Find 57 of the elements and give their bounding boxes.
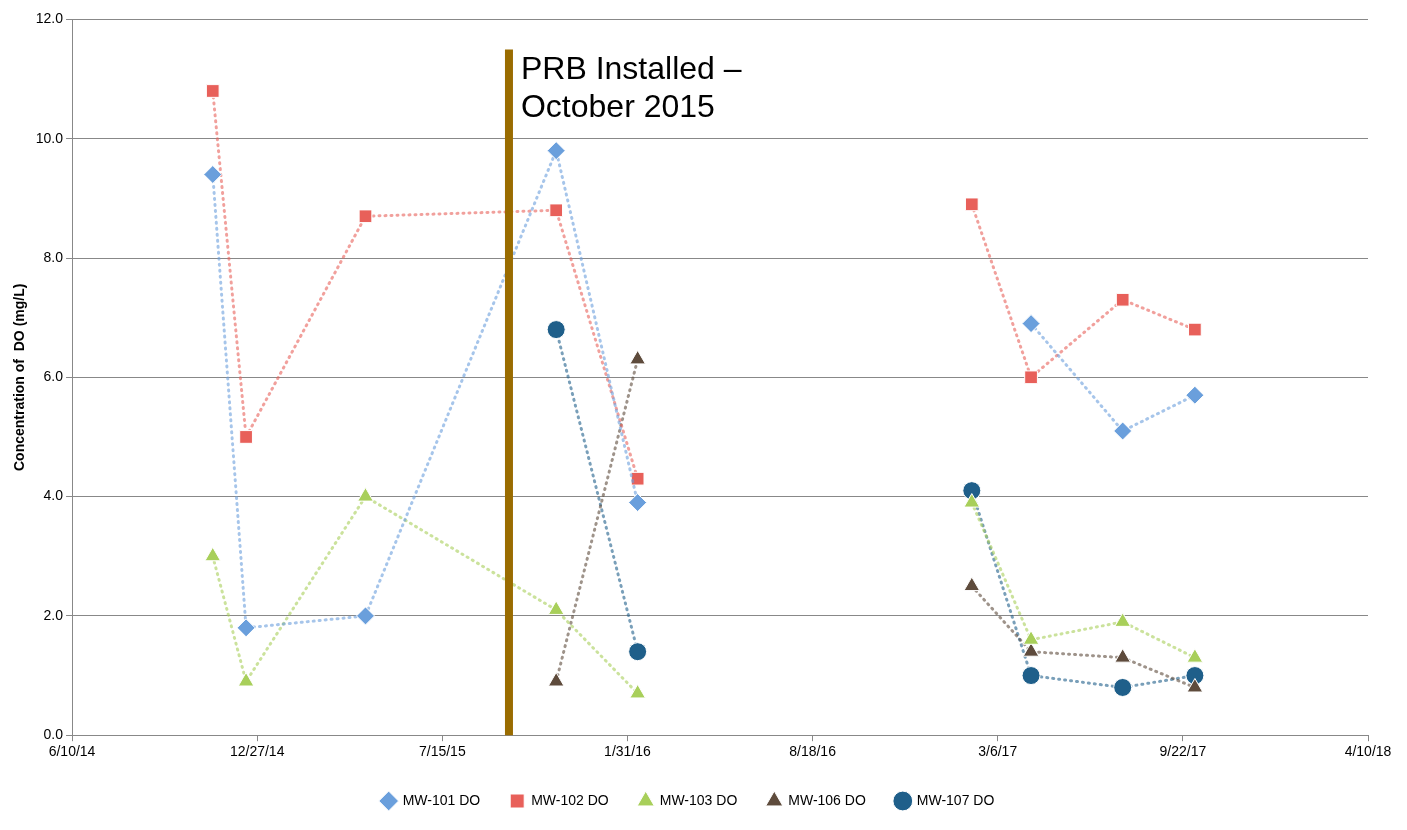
point [1114, 612, 1131, 627]
point [237, 672, 255, 687]
x-tick-label: 7/15/15 [418, 743, 466, 760]
legend-label: MW-106 DO [788, 791, 866, 808]
point [546, 320, 566, 340]
point [239, 430, 253, 444]
point [630, 471, 645, 486]
point [547, 672, 565, 687]
x-tick-label: 6/10/14 [48, 743, 96, 760]
legend-label: MW-107 DO [916, 791, 995, 808]
y-tick-label: 12.0 [35, 10, 64, 27]
x-tick-label: 3/6/17 [978, 743, 1018, 760]
point [204, 546, 222, 562]
point [963, 493, 981, 508]
point [964, 197, 979, 212]
y-tick-label: 6.0 [43, 368, 64, 385]
point [203, 164, 223, 184]
point [1188, 322, 1202, 337]
point [1185, 385, 1205, 405]
point [355, 606, 375, 626]
y-tick-label: 10.0 [35, 129, 64, 146]
y-tick-label: 2.0 [43, 606, 64, 623]
point [629, 683, 646, 699]
point [1115, 292, 1130, 307]
point [628, 642, 648, 662]
point [205, 84, 220, 98]
point [1021, 314, 1041, 334]
point [963, 576, 981, 592]
point [628, 493, 648, 513]
x-tick-label: 8/18/16 [789, 743, 837, 760]
point [1114, 648, 1131, 663]
x-tick-label: 9/22/17 [1159, 743, 1207, 760]
x-tick-label: 4/10/18 [1344, 743, 1392, 760]
point [1022, 642, 1040, 657]
legend-label: MW-103 DO [659, 791, 738, 808]
point [547, 600, 565, 615]
y-tick-label: 8.0 [43, 248, 64, 265]
x-tick-label: 1/31/16 [604, 743, 652, 760]
point [1022, 630, 1040, 645]
point [1186, 677, 1204, 693]
legend-label: MW-101 DO [402, 791, 481, 808]
legend-label: MW-102 DO [531, 791, 609, 808]
y-axis-title: Concentration of DO (mg/L) [11, 283, 28, 472]
point [236, 618, 256, 638]
point [1024, 370, 1038, 385]
x-tick-label: 12/27/14 [229, 743, 285, 760]
y-tick-label: 4.0 [43, 487, 64, 504]
point [549, 203, 564, 218]
y-tick-label: 0.0 [43, 726, 64, 743]
point [1113, 677, 1133, 697]
point [358, 209, 373, 224]
point [1186, 648, 1204, 663]
point [1113, 421, 1133, 441]
ref-line-label: PRB Installed – October 2015 [520, 50, 742, 125]
point [546, 141, 566, 161]
point [629, 349, 646, 365]
point [357, 487, 374, 502]
